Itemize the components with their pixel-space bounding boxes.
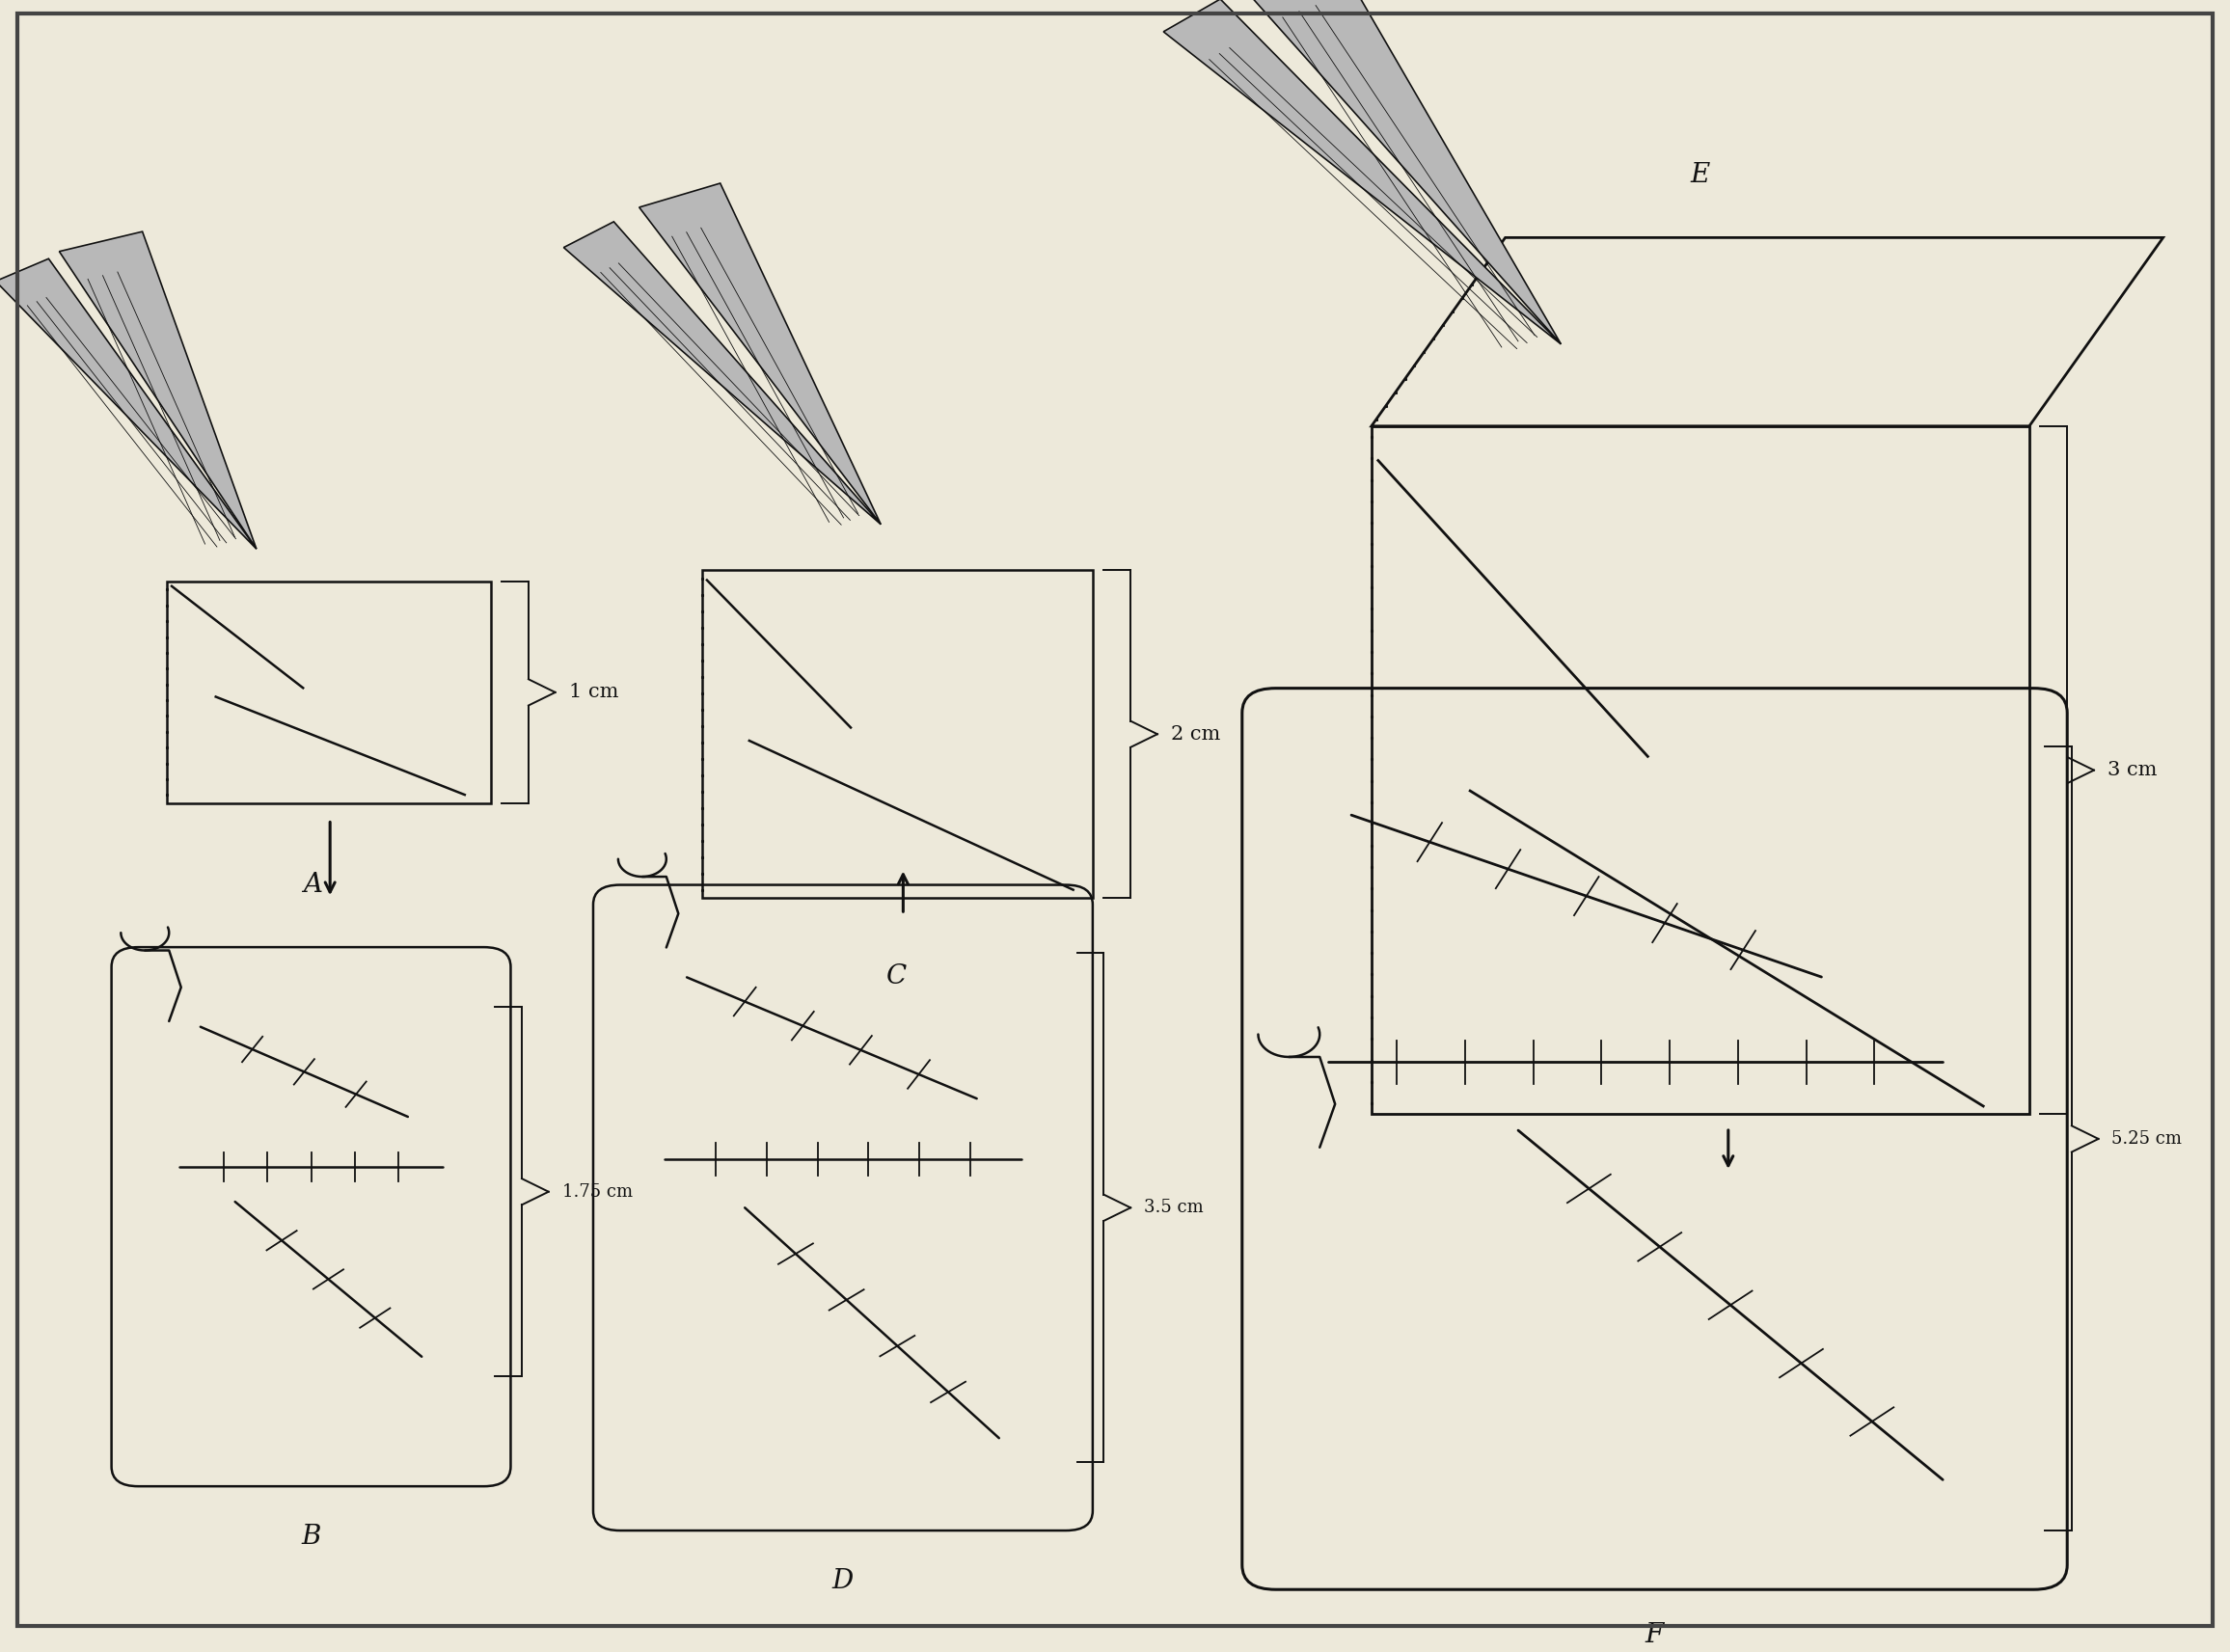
Text: 1.75 cm: 1.75 cm	[562, 1183, 633, 1201]
Polygon shape	[1240, 0, 1561, 344]
Polygon shape	[640, 183, 881, 524]
Text: A: A	[303, 872, 321, 897]
Text: 3 cm: 3 cm	[2107, 762, 2156, 780]
Polygon shape	[1164, 0, 1561, 344]
Text: D: D	[832, 1568, 854, 1594]
Text: 3.5 cm: 3.5 cm	[1144, 1199, 1204, 1216]
Text: 5.25 cm: 5.25 cm	[2112, 1130, 2183, 1148]
Bar	[167, 582, 491, 803]
Text: E: E	[1690, 162, 1710, 188]
Text: 1 cm: 1 cm	[569, 684, 618, 702]
Text: 2 cm: 2 cm	[1171, 725, 1220, 743]
Text: B: B	[301, 1525, 321, 1550]
Text: F: F	[1646, 1622, 1664, 1649]
Polygon shape	[0, 259, 256, 548]
Bar	[702, 570, 1093, 899]
Polygon shape	[60, 231, 256, 548]
Bar	[1371, 426, 2029, 1115]
Polygon shape	[564, 221, 881, 524]
Text: C: C	[885, 963, 908, 990]
